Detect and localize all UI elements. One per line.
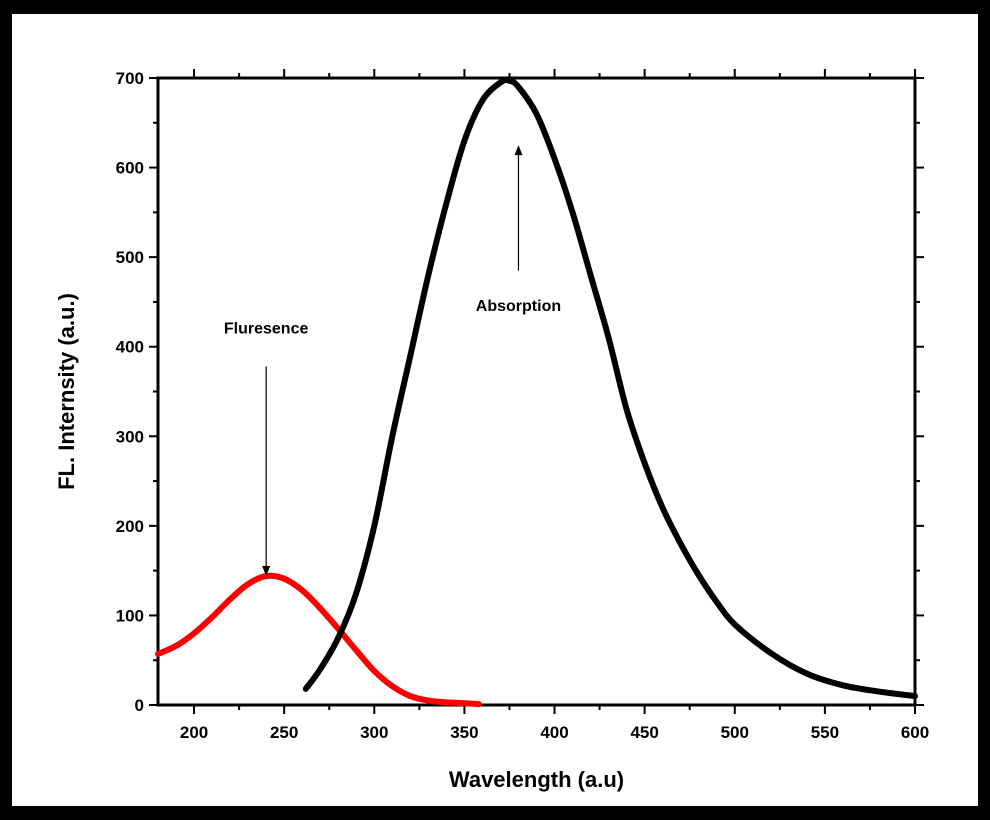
annotations: Fluresence Absorption	[224, 145, 561, 577]
annotation-label: Absorption	[476, 298, 561, 315]
x-tick-label: 600	[901, 723, 929, 742]
y-tick-label: 400	[116, 338, 144, 357]
y-tick-label: 300	[116, 427, 144, 446]
annotation-arrow-head	[514, 145, 523, 156]
y-tick-labels: 0 100 200 300 400 500 600 700	[116, 69, 144, 715]
x-tick-label: 550	[811, 723, 839, 742]
y-tick-label: 100	[116, 606, 144, 625]
x-tick-label: 250	[270, 723, 298, 742]
series-layer	[155, 77, 918, 708]
y-tick-label: 600	[116, 159, 144, 178]
y-tick-label: 0	[135, 696, 144, 715]
series-line-2	[302, 77, 918, 700]
x-tick-label: 350	[450, 723, 478, 742]
series-line-1	[155, 572, 482, 708]
x-tick-label: 200	[180, 723, 208, 742]
y-tick-label: 700	[116, 69, 144, 88]
x-tick-label: 400	[540, 723, 568, 742]
x-tick-labels: 200 250 300 350 400 450 500 550 600	[180, 723, 929, 742]
x-tick-label: 500	[721, 723, 749, 742]
y-tick-label: 200	[116, 517, 144, 536]
annotation-label: Fluresence	[224, 320, 309, 337]
plot-area	[156, 76, 917, 707]
x-tick-label: 300	[360, 723, 388, 742]
x-tick-label: 450	[630, 723, 658, 742]
y-tick-label: 500	[116, 248, 144, 267]
annotation-arrow-head	[262, 566, 271, 577]
x-axis-title: Wavelength (a.u)	[449, 767, 624, 792]
ticks	[149, 69, 924, 714]
y-axis-title: FL. Internsity (a.u.)	[54, 293, 79, 490]
